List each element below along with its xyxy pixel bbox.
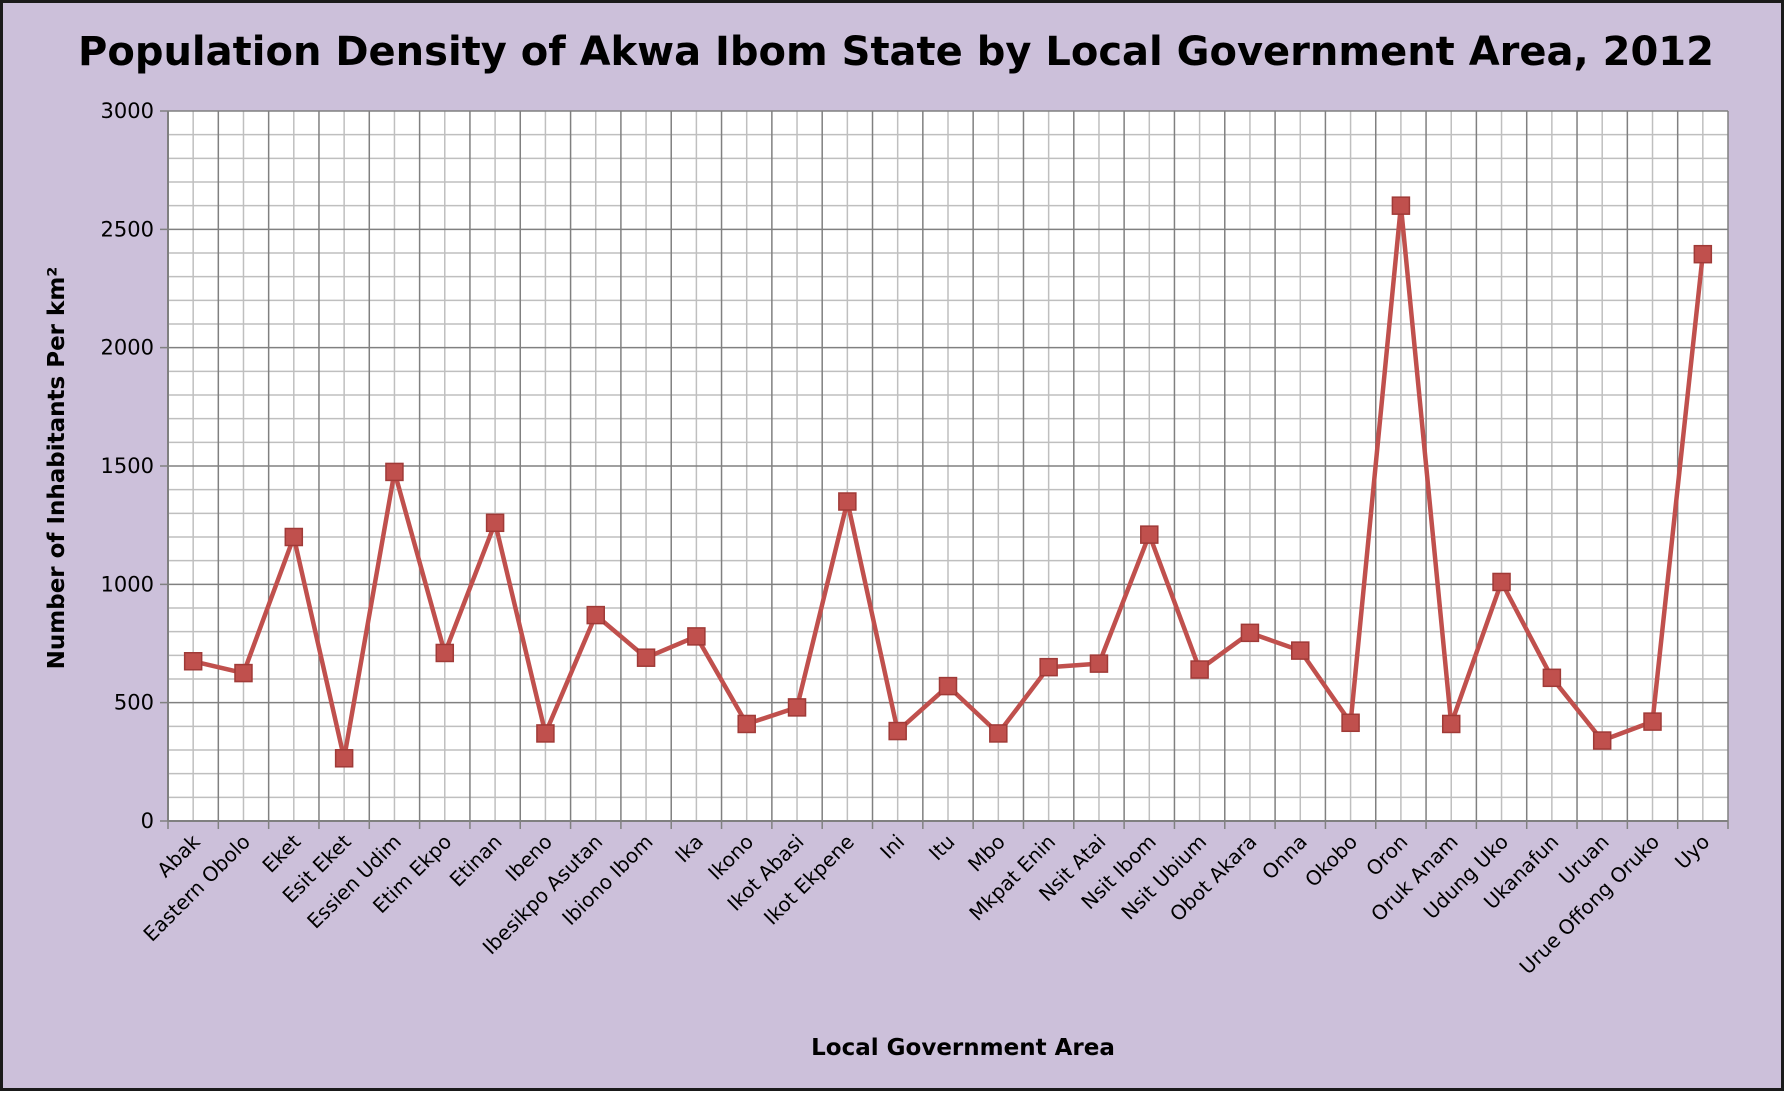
x-tick-label: Ini [875, 830, 909, 864]
chart-title: Population Density of Akwa Ibom State by… [78, 29, 1714, 75]
data-point-marker [1240, 623, 1260, 643]
data-point-marker [1592, 731, 1612, 750]
data-point-marker [234, 663, 253, 683]
y-axis-title: Number of Inhabitants Per km² [44, 267, 70, 670]
y-tick-label: 2000 [101, 336, 154, 360]
data-point-marker [1089, 654, 1109, 673]
data-point-marker [1291, 641, 1310, 660]
line-chart: Population Density of Akwa Ibom State by… [44, 29, 1729, 1061]
data-point-marker [1140, 525, 1159, 544]
data-point-marker [687, 627, 706, 646]
data-point-marker [1693, 244, 1713, 264]
data-point-marker [586, 605, 605, 625]
data-point-marker [737, 714, 756, 734]
y-tick-label: 500 [114, 691, 154, 715]
y-tick-label: 1000 [101, 572, 154, 596]
data-point-marker [485, 513, 505, 533]
y-tick-label: 2500 [101, 217, 154, 241]
plot-area [160, 110, 1729, 829]
y-tick-label: 0 [141, 809, 154, 833]
x-tick-label: Uyo [1670, 830, 1714, 874]
data-series [183, 196, 1713, 768]
y-axis-tick-labels: 0 500 1000 1500 2000 2500 3000 [101, 99, 154, 833]
data-point-marker [1391, 196, 1411, 215]
y-tick-label: 3000 [101, 99, 154, 123]
data-point-marker [385, 462, 404, 482]
data-point-marker [1341, 713, 1360, 733]
data-point-marker [989, 724, 1008, 743]
data-point-marker [1190, 660, 1209, 679]
data-point-marker [838, 492, 857, 511]
data-point-marker [334, 749, 354, 768]
data-point-marker [284, 527, 304, 547]
data-point-marker [1542, 668, 1562, 688]
x-axis-title: Local Government Area [811, 1035, 1115, 1061]
x-tick-label: Itu [924, 830, 960, 866]
data-point-marker [636, 648, 656, 667]
data-point-marker [435, 643, 455, 663]
x-tick-label: Okobo [1300, 830, 1362, 892]
data-point-marker [1441, 714, 1461, 734]
data-point-marker [787, 698, 807, 717]
data-point-marker [888, 721, 907, 741]
data-point-marker [1492, 572, 1511, 592]
y-tick-label: 1500 [101, 454, 154, 478]
data-point-marker [1643, 712, 1662, 731]
x-tick-label: Ika [670, 830, 708, 868]
data-point-marker [1039, 657, 1058, 677]
data-point-marker [536, 724, 555, 743]
data-point-marker [183, 652, 203, 671]
x-tick-label: Etinan [445, 830, 507, 892]
data-point-marker [938, 676, 958, 696]
